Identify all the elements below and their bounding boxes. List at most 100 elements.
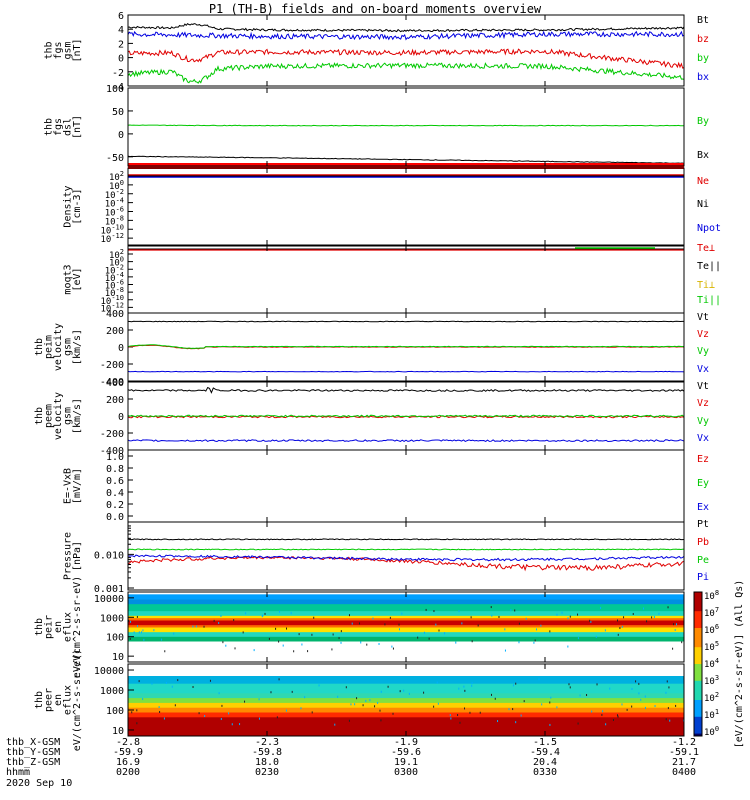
spectrogram-speckle — [536, 628, 538, 631]
ephemeris-row-label: 2020 Sep 10 — [6, 778, 72, 789]
series-line-by — [127, 62, 685, 84]
panel-ylabel: velocity — [53, 323, 64, 371]
legend-vy: Vy — [697, 416, 709, 427]
spectrogram-speckle — [262, 614, 264, 617]
ephemeris-value: -1.9 — [394, 737, 418, 748]
spectrogram-speckle — [399, 690, 401, 693]
spectrogram-speckle — [568, 683, 570, 686]
colorbar-cell — [694, 596, 702, 600]
spectrogram-speckle — [577, 637, 579, 640]
chart-title: P1 (TH-B) fields and on-board moments ov… — [209, 2, 542, 16]
panel-frame — [127, 14, 685, 87]
spectrogram-speckle — [681, 641, 683, 644]
colorbar-cell — [694, 594, 702, 598]
spectrogram-speckle — [497, 720, 499, 723]
spectrogram-speckle — [674, 628, 676, 631]
spectrogram-speckle — [286, 627, 288, 630]
spectrogram-speckle — [549, 723, 551, 726]
spectrogram-speckle — [403, 689, 405, 692]
spectrogram-speckle — [377, 701, 379, 704]
spectrogram-speckle — [366, 643, 368, 646]
colorbar-cell — [694, 644, 702, 648]
spectrogram-speckle — [471, 640, 473, 643]
spectrogram-band — [128, 601, 684, 605]
spectrogram-speckle — [621, 703, 623, 706]
legend-0: Ne — [697, 176, 709, 187]
spectrogram-speckle — [605, 723, 607, 726]
series-line-vy — [127, 344, 685, 349]
spectrogram-band — [128, 620, 684, 623]
spectrogram-band — [128, 721, 684, 725]
panel-ylabel: thb — [34, 338, 45, 356]
spectrogram-speckle — [131, 711, 133, 714]
colorbar-cell — [694, 649, 702, 653]
spectrogram-speckle — [632, 612, 634, 615]
xtick-label: 0300 — [394, 767, 418, 778]
spectrogram-speckle — [391, 645, 393, 648]
ephemeris-value: 16.9 — [116, 757, 140, 768]
ephemeris-row-label: hhmm — [6, 767, 30, 778]
spectrogram-speckle — [354, 703, 356, 706]
spectrogram-speckle — [508, 708, 510, 711]
spectrogram-speckle — [617, 715, 619, 718]
spectrogram-band — [128, 617, 684, 621]
spectrogram-speckle — [518, 622, 520, 625]
colorbar-frame — [693, 591, 703, 737]
panel-frame — [127, 449, 685, 523]
spectrogram-speckle — [392, 647, 394, 650]
spectrogram-band — [128, 676, 684, 679]
spectrogram-speckle — [340, 630, 342, 633]
xtick-label: 0330 — [533, 767, 557, 778]
ytick-label: 100 — [106, 706, 124, 717]
colorbar-tick-label: 105 — [704, 640, 719, 653]
ephemeris-value: 20.4 — [533, 757, 557, 768]
spectrogram-band — [128, 714, 684, 718]
series-line-bt — [127, 23, 685, 33]
panel-ylabel: [km/s] — [72, 329, 83, 365]
colorbar-cell — [694, 642, 702, 646]
spectrogram-speckle — [159, 710, 161, 713]
spectrogram-speckle — [356, 697, 358, 700]
spectrogram-speckle — [153, 629, 155, 632]
spectrogram-speckle — [173, 632, 175, 635]
ytick-label: 400 — [106, 309, 124, 320]
colorbar-cell — [694, 733, 702, 737]
colorbar-cell — [694, 671, 702, 675]
ytick-label: 0 — [118, 343, 124, 354]
spectrogram-speckle — [433, 705, 435, 708]
colorbar-cell — [694, 616, 702, 619]
ytick-label: 0.001 — [94, 584, 124, 595]
spectrogram-speckle — [264, 612, 266, 615]
ytick-label: 10-2 — [105, 188, 124, 201]
spectrogram-speckle — [463, 685, 465, 688]
spectrogram-speckle — [136, 615, 138, 618]
ytick-label: -200 — [100, 360, 124, 371]
spectrogram-speckle — [398, 628, 400, 631]
colorbar-cell — [694, 721, 702, 725]
spectrogram-speckle — [458, 610, 460, 613]
ephemeris-value: -59.8 — [252, 747, 282, 758]
spectrogram-speckle — [268, 637, 270, 640]
series-line-by — [127, 124, 684, 127]
legend-ey: Ey — [697, 478, 709, 489]
spectrogram-speckle — [538, 678, 540, 681]
spectrogram-speckle — [586, 694, 588, 697]
ytick-label: -400 — [100, 446, 124, 457]
spectrogram-band — [128, 695, 684, 699]
spectrogram-speckle — [596, 683, 598, 686]
spectrogram-speckle — [602, 710, 604, 713]
legend-1: Te|| — [697, 261, 721, 272]
panel-ylabel: en — [53, 694, 64, 706]
ytick-label: 102 — [109, 170, 124, 183]
ytick-label: 4 — [118, 25, 124, 36]
spectrogram-speckle — [128, 619, 130, 622]
spectrogram-speckle — [345, 686, 347, 689]
spectrogram-speckle — [221, 704, 223, 707]
spectrogram-speckle — [318, 684, 320, 687]
spectrogram-speckle — [213, 619, 215, 622]
spectrogram-speckle — [143, 638, 145, 641]
ytick-label: 10-8 — [105, 286, 124, 299]
spectrogram-speckle — [300, 707, 302, 710]
spectrogram-speckle — [464, 707, 466, 710]
ytick-label: 100 — [106, 633, 124, 644]
